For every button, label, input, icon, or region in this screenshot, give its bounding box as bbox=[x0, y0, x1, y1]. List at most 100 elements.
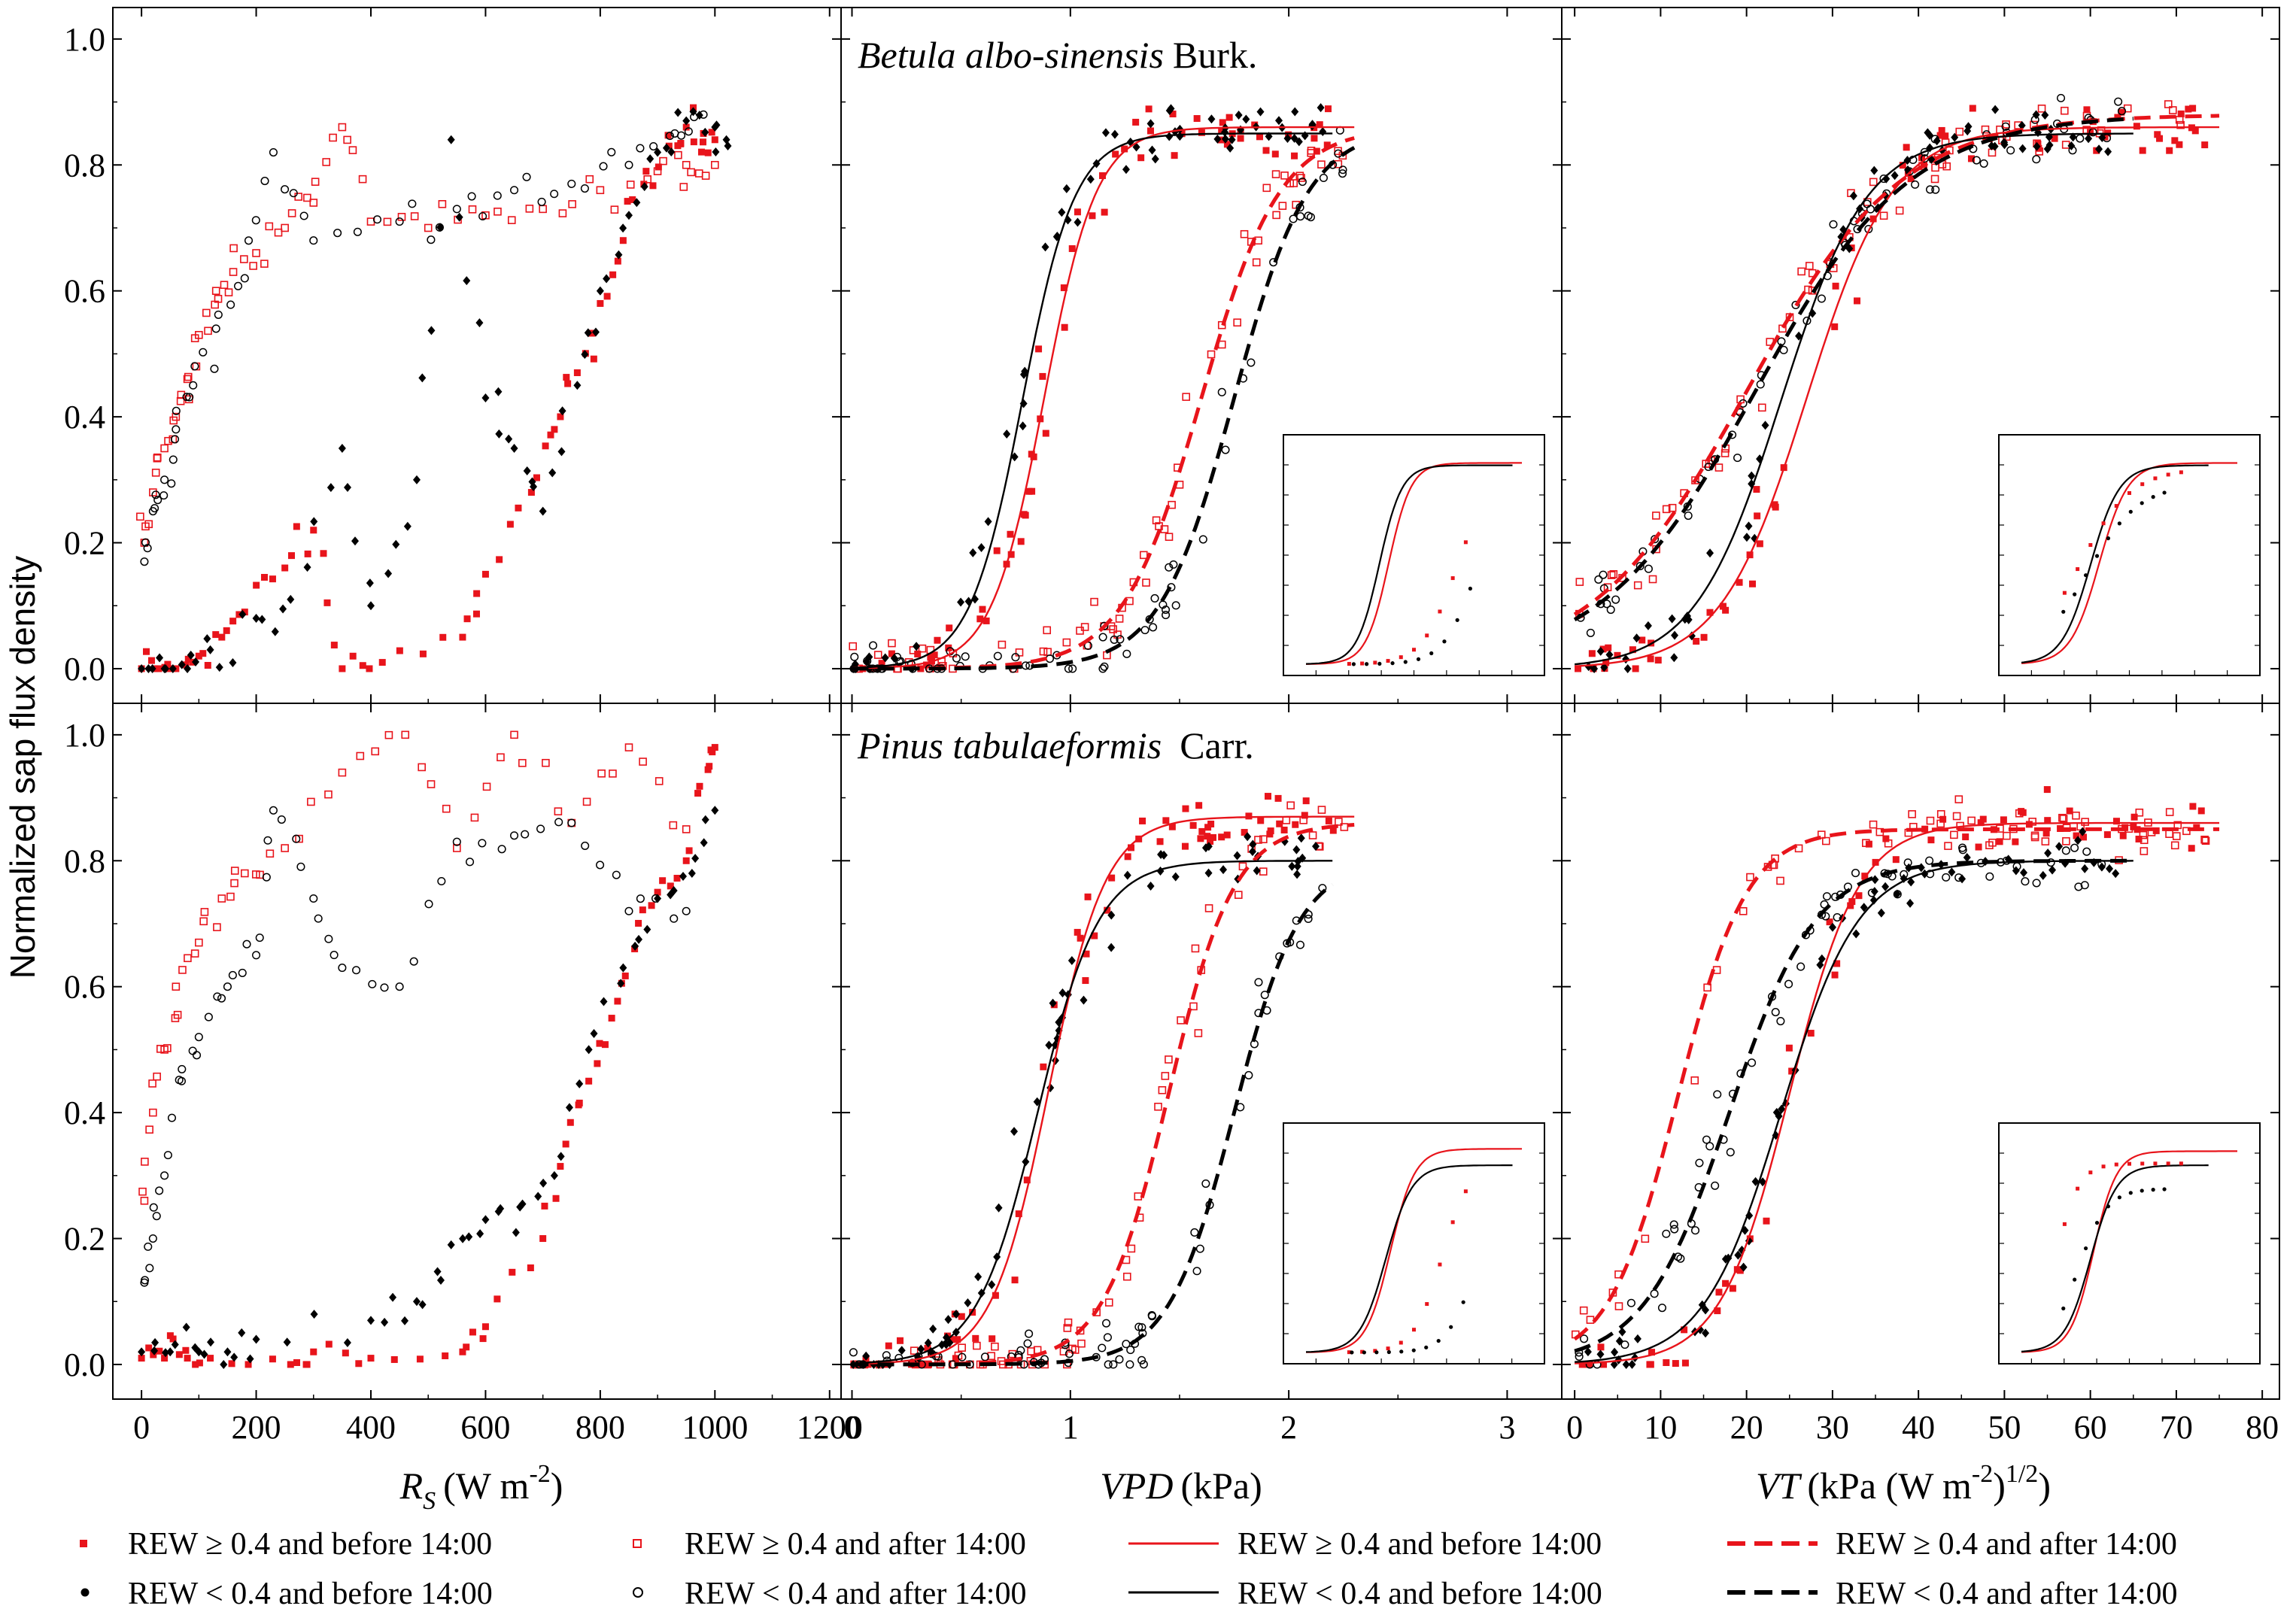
point-5-0-57 bbox=[1848, 898, 1856, 906]
point-0-2-5 bbox=[287, 594, 295, 604]
point-5-2-45 bbox=[2039, 870, 2047, 880]
point-0-1-19 bbox=[711, 160, 719, 169]
inset-point-4-3-5 bbox=[1411, 1348, 1416, 1352]
point-1-3-41 bbox=[1334, 149, 1343, 158]
point-2-2-42 bbox=[2095, 144, 2103, 154]
point-3-2-f3-2 bbox=[238, 1328, 246, 1337]
point-1-2-67 bbox=[1148, 145, 1156, 155]
point-5-2-53 bbox=[1871, 875, 1879, 885]
point-3-2-0 bbox=[138, 1347, 146, 1357]
inset-point-5-1-9 bbox=[2179, 1161, 2183, 1166]
fit-line-1-0 bbox=[852, 126, 1355, 669]
point-3-3-f13-3 bbox=[612, 870, 621, 879]
point-0-3-f7-3 bbox=[299, 211, 308, 220]
point-3-3-f9-3 bbox=[380, 983, 389, 992]
point-3-1-f5-2 bbox=[230, 867, 239, 875]
point-0-0-f11-3 bbox=[515, 504, 522, 511]
point-4-0-52 bbox=[1266, 830, 1274, 838]
point-5-1-34 bbox=[1936, 810, 1945, 818]
inset-point-2-1-2 bbox=[2088, 543, 2093, 548]
species-title-betula: Betula albo-sinensis Burk. bbox=[858, 34, 1257, 76]
point-5-2-60 bbox=[1816, 960, 1824, 970]
point-2-1-19 bbox=[1609, 569, 1618, 578]
point-5-0-8 bbox=[2000, 816, 2007, 824]
point-5-3-64 bbox=[1867, 888, 1876, 897]
point-3-0-f15-2 bbox=[694, 790, 702, 797]
point-1-0-14 bbox=[979, 606, 986, 613]
y-tick-label-1-1: 0.2 bbox=[64, 1221, 105, 1258]
fit-line-4-3 bbox=[852, 882, 1334, 1367]
point-5-1-45 bbox=[1794, 844, 1803, 853]
legend-entry-4: REW ≥ 0.4 and after 14:00 bbox=[1727, 1527, 2177, 1562]
y-tick-label-1-4: 0.8 bbox=[64, 842, 105, 879]
point-1-0-34 bbox=[1313, 147, 1320, 155]
point-1-2-6 bbox=[1291, 107, 1299, 117]
point-1-0-0 bbox=[1042, 430, 1049, 437]
point-3-2-5 bbox=[366, 1316, 375, 1325]
point-3-0-f1-3 bbox=[175, 1351, 183, 1358]
point-4-0-27 bbox=[992, 1292, 999, 1299]
point-4-0-3 bbox=[918, 1361, 925, 1368]
inset-line-4-0 bbox=[1306, 1148, 1522, 1353]
point-1-2-3 bbox=[913, 642, 921, 651]
point-2-1-9 bbox=[1652, 511, 1660, 520]
point-0-0-f19-2 bbox=[690, 138, 697, 146]
point-5-3-43 bbox=[1690, 1226, 1700, 1235]
point-2-0-34 bbox=[2177, 110, 2185, 117]
point-1-3-62 bbox=[896, 657, 905, 666]
point-4-0-7 bbox=[1084, 893, 1092, 900]
point-2-0-41 bbox=[2166, 147, 2173, 154]
x-tick-label-2-4: 40 bbox=[1902, 1409, 1935, 1446]
point-1-0-66 bbox=[1035, 345, 1043, 353]
point-4-3-59 bbox=[1025, 1329, 1034, 1338]
point-4-0-17 bbox=[1074, 928, 1081, 936]
point-3-2-f0-2 bbox=[151, 1337, 159, 1347]
point-4-2-63 bbox=[1233, 851, 1241, 861]
point-4-2-67 bbox=[1107, 943, 1116, 952]
point-3-3-f1-1 bbox=[149, 1203, 158, 1212]
point-0-3-f12-2 bbox=[599, 162, 608, 171]
point-1-0-45 bbox=[917, 665, 925, 672]
point-3-2-f11-2 bbox=[600, 997, 608, 1006]
point-1-0-60 bbox=[1089, 212, 1096, 220]
point-0-0-f6-2 bbox=[293, 523, 300, 530]
point-0-0-12 bbox=[527, 489, 535, 496]
point-4-0-65 bbox=[1329, 827, 1337, 834]
point-3-1-f3-3 bbox=[190, 949, 199, 958]
point-0-0-f14-2 bbox=[590, 355, 597, 363]
point-1-0-44 bbox=[1169, 111, 1177, 118]
point-5-2-63 bbox=[1739, 1262, 1748, 1272]
point-0-0-f17-1 bbox=[649, 182, 657, 190]
point-1-1-8 bbox=[1115, 615, 1124, 623]
point-4-1-7 bbox=[1259, 835, 1268, 844]
inset-point-4-3-4 bbox=[1399, 1349, 1404, 1354]
inset-point-2-3-4 bbox=[2106, 536, 2111, 541]
point-5-2-40 bbox=[1622, 1359, 1630, 1369]
point-0-3-f2-3 bbox=[170, 435, 180, 444]
point-4-0-48 bbox=[1162, 817, 1170, 824]
point-3-1-f13-1 bbox=[639, 757, 647, 766]
point-1-3-25 bbox=[1045, 654, 1055, 663]
point-0-3-4 bbox=[189, 381, 198, 390]
point-1-0-39 bbox=[1171, 152, 1178, 159]
point-1-1-42 bbox=[1090, 597, 1098, 606]
point-5-0-10 bbox=[1722, 1279, 1730, 1287]
point-5-1-38 bbox=[1926, 816, 1935, 825]
point-3-0-f9-3 bbox=[557, 1163, 564, 1170]
point-0-1-4 bbox=[183, 375, 192, 384]
point-0-2-f3-1 bbox=[215, 663, 223, 672]
point-2-0-23 bbox=[2083, 106, 2091, 114]
point-3-1-f9-2 bbox=[427, 780, 436, 788]
point-5-1-53 bbox=[1862, 839, 1870, 848]
point-1-1-29 bbox=[1152, 516, 1161, 525]
point-3-2-f12-3 bbox=[643, 924, 651, 934]
point-1-3-32 bbox=[1167, 583, 1176, 592]
panel-frame-1-0 bbox=[112, 703, 842, 1400]
point-2-2-19 bbox=[1761, 420, 1769, 430]
inset-line-2-2 bbox=[2021, 464, 2209, 663]
point-2-0-43 bbox=[1700, 633, 1708, 641]
point-2-2-0 bbox=[1623, 663, 1632, 673]
point-3-1-14 bbox=[682, 825, 691, 833]
inset-point-1-3-2 bbox=[1377, 661, 1382, 666]
point-4-0-11 bbox=[1245, 812, 1253, 820]
